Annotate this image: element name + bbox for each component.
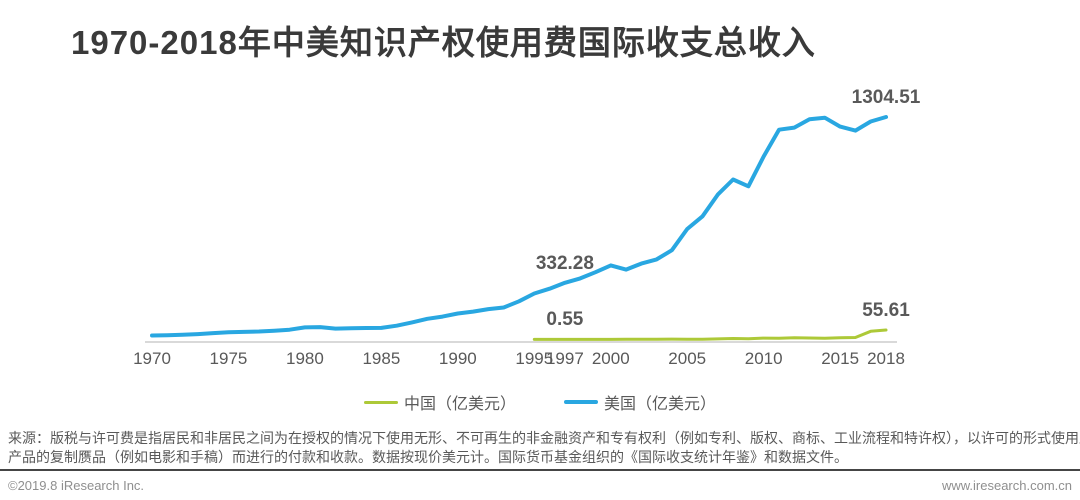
page-title: 1970-2018年中美知识产权使用费国际收支总收入 bbox=[71, 24, 816, 61]
x-axis-tick-label: 2000 bbox=[591, 349, 630, 368]
x-axis-tick-label: 1980 bbox=[285, 349, 324, 368]
legend-item-usa: 美国（亿美元） bbox=[564, 390, 716, 414]
x-axis-tick-label: 1990 bbox=[438, 349, 477, 368]
china-line-swatch bbox=[363, 400, 398, 404]
x-axis-tick-label: 2005 bbox=[668, 349, 707, 368]
x-axis-tick-label: 1985 bbox=[362, 349, 401, 368]
china-series-line bbox=[532, 328, 888, 341]
x-axis-tick-label: 1997 bbox=[545, 349, 584, 368]
x-axis-tick-label: 1995 bbox=[515, 349, 554, 368]
source-note-line2: 产品的复制赝品（例如电影和手稿）而进行的付款和收款。数据按现价美元计。国际货币基… bbox=[8, 449, 848, 465]
chart-legend: 中国（亿美元） 美国（亿美元） bbox=[0, 390, 1080, 414]
source-note: 来源：版税与许可费是指居民和非居民之间为在授权的情况下使用无形、不可再生的非金融… bbox=[8, 429, 1080, 467]
x-axis-tick-labels: 1970 1975 1980 1985 1990 1995 1997 2000 2005 2010… bbox=[0, 349, 1080, 373]
usa-series-line bbox=[150, 115, 888, 338]
x-axis-tick-label: 1970 bbox=[133, 349, 171, 368]
x-axis-tick-label: 1975 bbox=[209, 349, 248, 368]
website-text: www.iresearch.com.cn bbox=[941, 478, 1072, 493]
x-axis-tick-label: 2010 bbox=[744, 349, 783, 368]
copyright-text: ©2019.8 iResearch Inc. bbox=[8, 478, 145, 493]
usa-line-swatch bbox=[564, 400, 598, 404]
legend-item-china: 中国（亿美元） bbox=[363, 390, 516, 414]
x-axis-tick-label: 2015 bbox=[821, 349, 860, 368]
source-note-line1: 来源：版税与许可费是指居民和非居民之间为在授权的情况下使用无形、不可再生的非金融… bbox=[8, 430, 1080, 446]
x-axis-tick-label: 2018 bbox=[867, 349, 905, 368]
legend-label-usa: 美国（亿美元） bbox=[604, 396, 717, 413]
legend-label-china: 中国（亿美元） bbox=[403, 396, 516, 413]
footer-divider bbox=[0, 469, 1080, 471]
